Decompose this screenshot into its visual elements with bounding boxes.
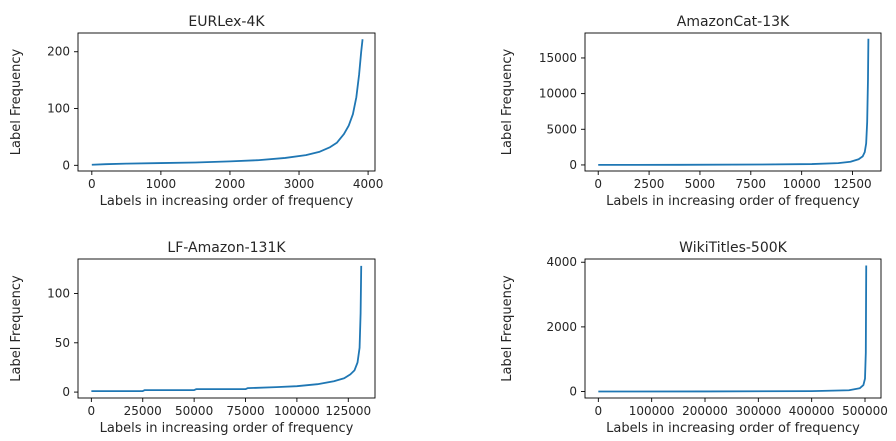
chart-4-ylabel: Label Frequency — [500, 275, 515, 382]
chart-2-title: AmazonCat-13K — [677, 14, 790, 30]
chart-4-xtick-label-0: 0 — [595, 404, 603, 418]
chart-1-xtick-label-2: 2000 — [215, 177, 246, 191]
chart-2-xtick-label-0: 0 — [594, 177, 602, 191]
chart-2-xtick-label-4: 10000 — [783, 177, 821, 191]
chart-3-ytick-label-0: 0 — [62, 385, 70, 399]
chart-4-xtick-label-3: 300000 — [735, 404, 781, 418]
chart-1-ylabel: Label Frequency — [9, 49, 24, 156]
chart-3: LF-Amazon-131K 0 25000 50000 75000 100000 1250… — [9, 240, 376, 436]
chart-1-xtick-label-4: 4000 — [353, 177, 384, 191]
chart-2: AmazonCat-13K 0 2500 5000 7500 10000 12500 0 500… — [500, 14, 882, 209]
chart-2-xlabel: Labels in increasing order of frequency — [606, 194, 860, 209]
chart-2-axes-frame — [584, 32, 882, 172]
chart-4-axes-frame — [584, 258, 882, 399]
chart-4-xtick-label-5: 500000 — [842, 404, 888, 418]
chart-1-series-line-1 — [91, 39, 364, 166]
chart-3-series-line-1 — [91, 265, 363, 393]
chart-2-ytick-label-2: 10000 — [539, 87, 577, 101]
chart-2-xtick-label-2: 5000 — [685, 177, 716, 191]
chart-4-ytick-label-0: 0 — [569, 385, 577, 399]
chart-1-ytick-label-0: 0 — [62, 158, 70, 172]
chart-3-xtick-label-2: 50000 — [175, 404, 213, 418]
chart-1-axes-frame — [77, 32, 376, 172]
chart-3-xlabel: Labels in increasing order of frequency — [100, 421, 354, 436]
chart-2-ytick-label-1: 5000 — [546, 122, 577, 136]
chart-1-xtick-label-1: 1000 — [146, 177, 177, 191]
chart-3-xtick-label-3: 75000 — [226, 404, 264, 418]
chart-1-title: EURLex-4K — [188, 14, 265, 30]
chart-4-series-line-1 — [598, 265, 868, 393]
chart-3-xtick-label-1: 25000 — [124, 404, 162, 418]
chart-4-xlabel: Labels in increasing order of frequency — [606, 421, 860, 436]
chart-3-ytick-label-2: 100 — [47, 287, 70, 301]
chart-4: WikiTitles-500K 0 100000 200000 300000 400000… — [500, 240, 888, 436]
chart-1-xtick-label-0: 0 — [88, 177, 96, 191]
chart-2-xtick-label-1: 2500 — [634, 177, 665, 191]
chart-3-ylabel: Label Frequency — [9, 275, 24, 382]
chart-1: EURLex-4K 0 1000 2000 3000 4000 0 100 200 Labels … — [9, 14, 383, 209]
chart-4-xtick-label-1: 100000 — [629, 404, 675, 418]
chart-1-ytick-label-1: 100 — [47, 102, 70, 116]
chart-2-ytick-label-0: 0 — [569, 158, 577, 172]
chart-2-xtick-label-5: 12500 — [833, 177, 871, 191]
chart-1-ytick-label-2: 200 — [47, 45, 70, 59]
chart-1-xlabel: Labels in increasing order of frequency — [100, 194, 354, 209]
chart-3-ytick-label-1: 50 — [55, 336, 70, 350]
chart-2-ytick-label-3: 15000 — [539, 51, 577, 65]
chart-2-ylabel: Label Frequency — [500, 49, 515, 156]
chart-3-title: LF-Amazon-131K — [167, 240, 286, 256]
chart-1-xtick-label-3: 3000 — [284, 177, 315, 191]
chart-2-xtick-label-3: 7500 — [736, 177, 767, 191]
chart-4-ytick-label-2: 4000 — [546, 255, 577, 269]
chart-4-xtick-label-2: 200000 — [682, 404, 728, 418]
chart-4-xtick-label-4: 400000 — [789, 404, 835, 418]
chart-3-axes-frame — [77, 258, 376, 399]
chart-3-xtick-label-5: 125000 — [325, 404, 371, 418]
chart-3-xtick-label-4: 100000 — [274, 404, 320, 418]
chart-3-xtick-label-0: 0 — [88, 404, 96, 418]
chart-4-ytick-label-1: 2000 — [546, 320, 577, 334]
chart-4-title: WikiTitles-500K — [679, 240, 787, 256]
chart-2-series-line-1 — [598, 38, 870, 166]
